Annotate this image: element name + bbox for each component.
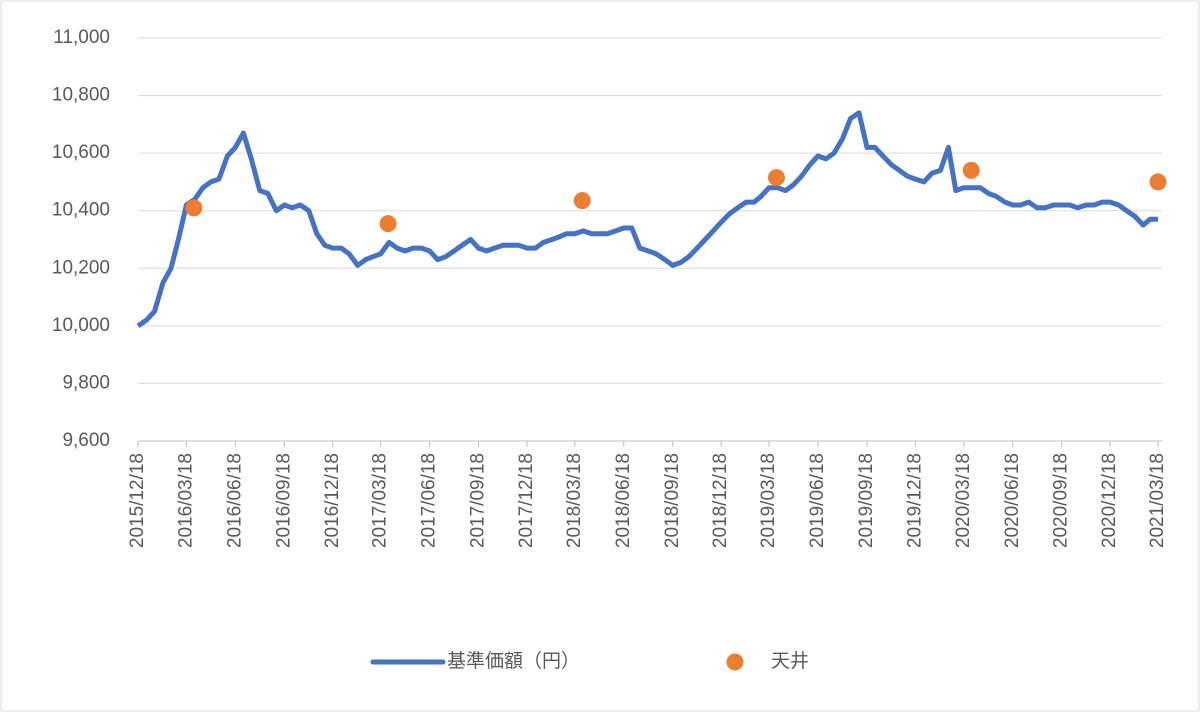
y-tick-label: 9,600	[62, 430, 110, 451]
y-tick-label: 11,000	[53, 27, 110, 48]
ceiling-point	[379, 215, 397, 233]
ceiling-point	[767, 169, 785, 187]
ceiling-point	[1149, 173, 1167, 191]
legend-label: 天井	[771, 650, 809, 672]
x-tick-label: 2017/06/18	[419, 453, 440, 548]
x-tick-label: 2018/03/18	[564, 453, 585, 548]
x-tick-label: 2019/06/18	[807, 453, 828, 548]
y-tick-label: 10,800	[52, 85, 110, 106]
y-tick-label: 10,000	[52, 315, 110, 336]
x-tick-label: 2020/06/18	[1002, 453, 1023, 548]
legend-label: 基準価額（円）	[447, 650, 580, 672]
x-tick-label: 2021/03/18	[1147, 453, 1168, 548]
y-tick-label: 10,400	[52, 200, 110, 221]
x-tick-label: 2019/12/18	[904, 453, 925, 548]
x-tick-label: 2016/12/18	[322, 453, 343, 548]
x-tick-label: 2015/12/18	[127, 453, 148, 548]
x-tick-label: 2020/03/18	[953, 453, 974, 548]
x-tick-label: 2016/09/18	[273, 453, 294, 548]
legend-swatch	[726, 653, 744, 671]
x-tick-label: 2018/09/18	[662, 453, 683, 548]
x-tick-label: 2017/03/18	[370, 453, 391, 548]
y-tick-label: 10,200	[52, 257, 110, 278]
x-tick-label: 2017/09/18	[468, 453, 489, 548]
x-tick-label: 2019/09/18	[856, 453, 877, 548]
ceiling-point	[962, 161, 980, 179]
x-tick-label: 2019/03/18	[758, 453, 779, 548]
price-line	[136, 110, 1158, 328]
x-tick-label: 2016/06/18	[224, 453, 245, 548]
x-tick-label: 2020/09/18	[1051, 453, 1072, 548]
y-tick-label: 9,800	[62, 372, 110, 393]
ceiling-point	[573, 192, 591, 210]
x-tick-label: 2018/06/18	[613, 453, 634, 548]
x-tick-label: 2020/12/18	[1099, 453, 1120, 548]
x-tick-label: 2018/12/18	[710, 453, 731, 548]
x-tick-label: 2017/12/18	[516, 453, 537, 548]
ceiling-point	[185, 199, 203, 217]
x-tick-label: 2016/03/18	[175, 453, 196, 548]
y-tick-label: 10,600	[52, 142, 110, 163]
